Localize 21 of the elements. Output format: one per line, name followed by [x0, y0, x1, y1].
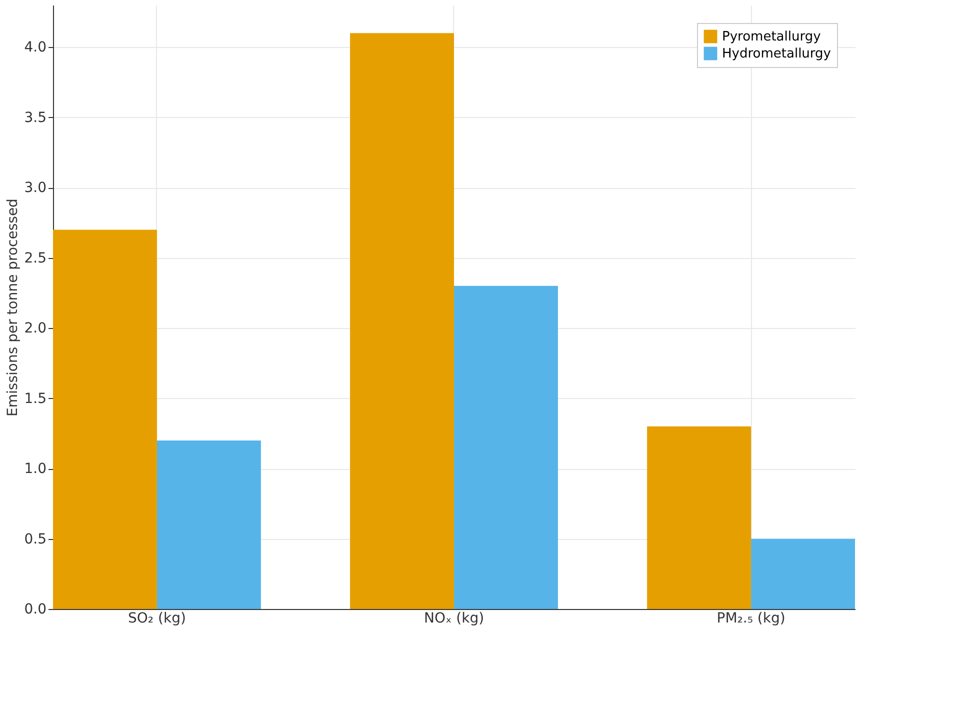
- legend-label: Hydrometallurgy: [722, 46, 832, 62]
- bar: [454, 286, 558, 609]
- x-tick-label: SO₂ (kg): [128, 610, 186, 626]
- y-tick-label: 1.5: [24, 390, 46, 407]
- y-tick-label: 3.0: [24, 180, 46, 196]
- bar: [53, 230, 157, 609]
- y-tick-label: 1.0: [24, 461, 46, 478]
- y-tick-label: 0.5: [24, 531, 46, 548]
- x-tick-label: NOₓ (kg): [424, 610, 484, 626]
- bar: [156, 440, 261, 609]
- y-axis-title: Emissions per tonne processed: [5, 198, 22, 416]
- bar: [647, 426, 752, 609]
- x-tick-label: PM₂.₅ (kg): [716, 610, 786, 626]
- y-tick-label: 3.5: [24, 110, 46, 126]
- y-tick-label: 2.5: [24, 250, 46, 266]
- y-tick-label: 4.0: [24, 40, 46, 56]
- y-tick-label: 2.0: [24, 320, 46, 337]
- y-tick-label: 0.0: [24, 602, 46, 618]
- legend-label: Pyrometallurgy: [722, 30, 822, 44]
- bar: [350, 33, 454, 609]
- bar: [751, 538, 855, 609]
